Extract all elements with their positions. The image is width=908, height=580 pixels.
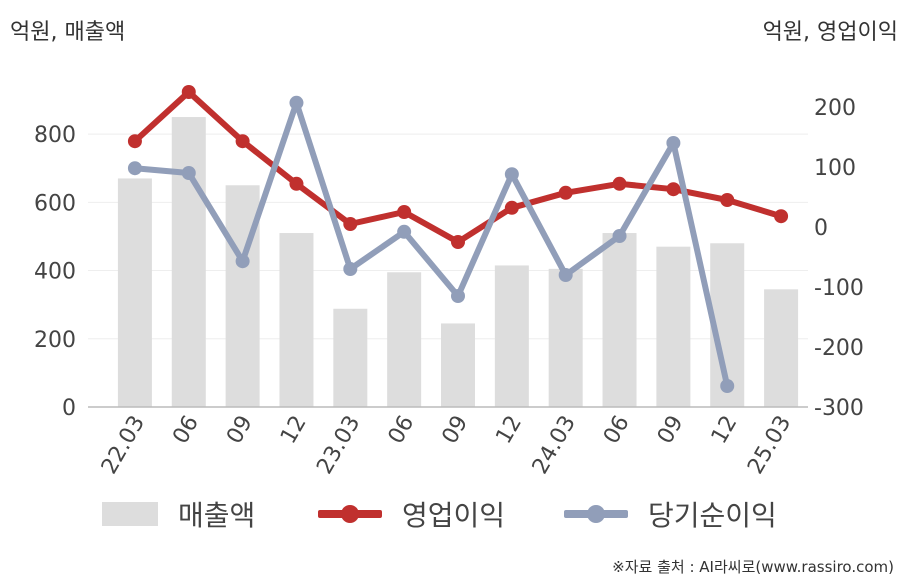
revenue-bar <box>387 272 422 407</box>
operating-profit-point <box>666 182 681 197</box>
operating-profit-point <box>397 205 412 219</box>
net-income-point <box>343 262 358 276</box>
legend-label-net-income: 당기순이익 <box>648 499 777 532</box>
x-tick-label: 09 <box>653 412 689 449</box>
revenue-bar <box>656 246 691 407</box>
net-income-point <box>235 254 250 269</box>
operating-profit-point <box>289 176 304 191</box>
net-income-point <box>720 379 735 393</box>
x-tick-label: 06 <box>384 412 420 449</box>
revenue-bar <box>333 308 368 407</box>
left-tick-label: 400 <box>34 260 76 285</box>
legend-item-operating-profit: 영업이익 <box>318 492 505 536</box>
net-income-point <box>127 161 142 176</box>
right-axis-unit: 억원, 영업이익 <box>762 20 898 45</box>
legend-item-revenue: 매출액 <box>102 492 255 536</box>
x-tick-label: 12 <box>276 412 312 449</box>
x-tick-label: 09 <box>222 412 258 449</box>
legend-label-operating-profit: 영업이익 <box>402 499 506 532</box>
left-tick-label: 800 <box>34 123 76 148</box>
x-tick-label: 22.03 <box>97 412 150 479</box>
right-tick-label: -300 <box>814 396 864 421</box>
operating-profit-point <box>451 235 465 249</box>
operating-profit-point <box>504 200 519 215</box>
revenue-bar <box>764 289 799 407</box>
operating-profit-point <box>558 185 573 200</box>
legend-swatch-operating-profit <box>318 502 382 526</box>
legend-item-net-income: 당기순이익 <box>564 492 777 536</box>
net-income-point <box>612 229 627 243</box>
x-tick-label: 24.03 <box>528 412 581 479</box>
net-income-point <box>181 166 196 180</box>
source-note: ※자료 출처 : AI라씨로(www.rassiro.com) <box>612 558 894 576</box>
net-income-point <box>666 136 681 150</box>
x-tick-label: 09 <box>438 412 474 449</box>
left-tick-label: 0 <box>62 396 76 421</box>
x-tick-label: 06 <box>599 412 635 449</box>
revenue-bar <box>279 233 314 407</box>
operating-profit-point <box>235 134 250 149</box>
operating-profit-point <box>181 85 196 99</box>
x-tick-label: 12 <box>491 412 527 449</box>
right-tick-label: -200 <box>814 336 864 361</box>
net-income-line <box>131 99 731 389</box>
legend-swatch-net-income <box>564 502 628 526</box>
right-tick-label: 200 <box>814 96 856 121</box>
left-tick-label: 200 <box>34 328 76 353</box>
revenue-bar <box>602 233 637 407</box>
net-income-point <box>289 95 304 110</box>
legend-swatch-revenue <box>102 502 158 526</box>
revenue-bar <box>494 265 529 407</box>
revenue-bars <box>117 117 799 408</box>
revenue-bar <box>548 268 583 407</box>
revenue-bar <box>171 117 206 408</box>
net-income-point <box>397 224 412 239</box>
x-tick-label: 12 <box>707 412 743 449</box>
operating-profit-point <box>774 209 789 224</box>
operating-profit-point <box>720 193 735 207</box>
operating-profit-point <box>612 176 627 191</box>
right-tick-label: -100 <box>814 276 864 301</box>
x-tick-label: 06 <box>168 412 204 449</box>
operating-profit-point <box>343 217 358 231</box>
left-axis-unit: 억원, 매출액 <box>10 20 126 45</box>
right-tick-label: 100 <box>814 156 856 181</box>
right-tick-label: 0 <box>814 216 828 241</box>
net-income-point <box>451 289 465 303</box>
net-income-point <box>504 167 519 182</box>
profit-lines <box>127 85 789 393</box>
net-income-point <box>558 268 573 282</box>
revenue-bar <box>117 178 152 407</box>
x-tick-label: 23.03 <box>312 412 365 479</box>
left-tick-label: 600 <box>34 191 76 216</box>
legend-label-revenue: 매출액 <box>178 499 256 532</box>
revenue-bar <box>441 323 475 407</box>
x-tick-label: 25.03 <box>743 412 796 479</box>
chart-legend: 매출액 영업이익 당기순이익 <box>0 492 908 536</box>
operating-profit-point <box>127 134 142 149</box>
